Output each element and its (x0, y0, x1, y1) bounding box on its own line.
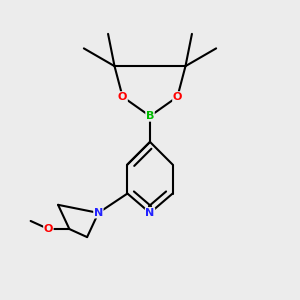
Text: N: N (146, 208, 154, 218)
Text: N: N (94, 208, 103, 218)
Text: B: B (146, 111, 154, 121)
Text: O: O (173, 92, 182, 102)
Text: O: O (118, 92, 127, 102)
Text: O: O (44, 224, 53, 234)
